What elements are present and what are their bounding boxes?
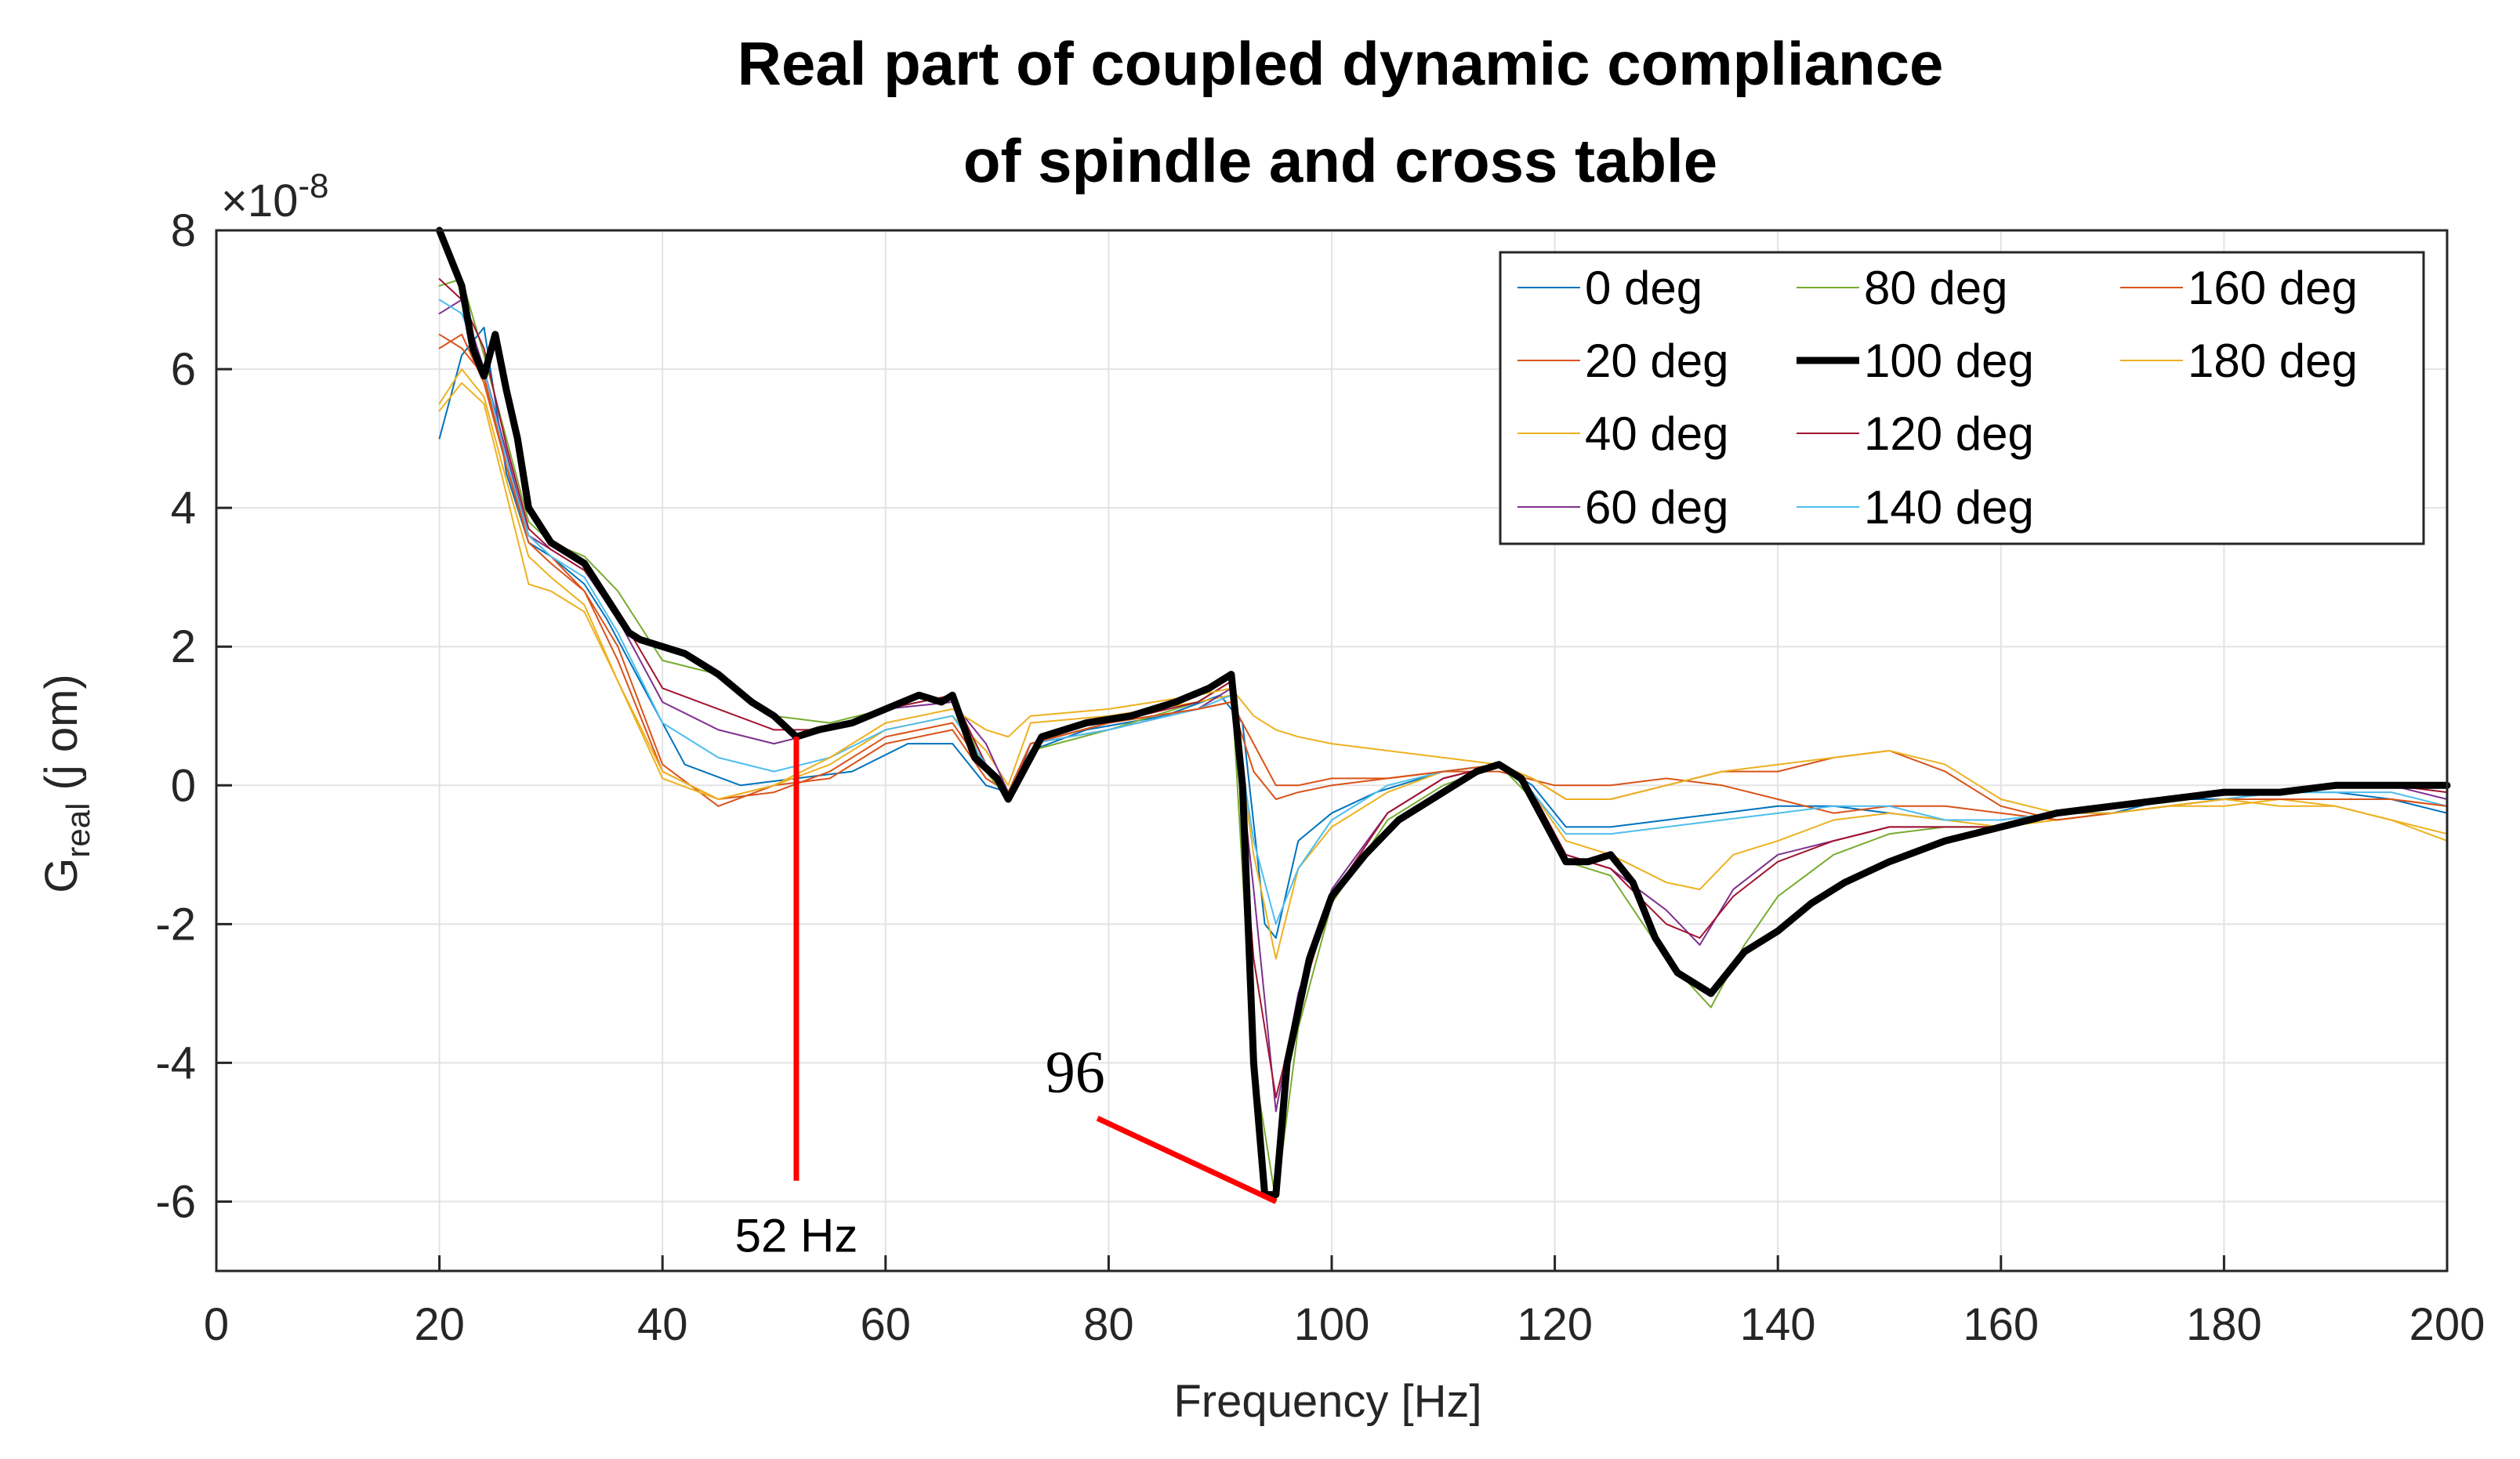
x-tick-label: 180 — [2186, 1299, 2262, 1350]
x-tick-label: 20 — [414, 1299, 465, 1350]
x-tick-label: 200 — [2409, 1299, 2486, 1350]
y-tick-label: 8 — [171, 205, 196, 256]
legend-box — [1499, 251, 2425, 545]
x-tick-label: 100 — [1294, 1299, 1370, 1350]
legend-label: 20 deg — [1585, 335, 1729, 387]
legend-label: 0 deg — [1585, 262, 1702, 314]
annotation-line — [1096, 1116, 1278, 1204]
series-line-100-deg — [436, 226, 2451, 1199]
annotation-label: 52 Hz — [735, 1210, 858, 1262]
x-axis: 0 20 40 60 80 100 120 140 160 180 200 — [204, 1255, 2486, 1350]
legend-label: 160 deg — [2188, 262, 2358, 314]
x-tick-label: 120 — [1517, 1299, 1593, 1350]
legend-label: 40 deg — [1585, 407, 1729, 460]
x-tick-label: 0 — [204, 1299, 229, 1350]
y-exponent: ×10-8 — [221, 167, 329, 226]
y-exponent-power: -8 — [298, 167, 328, 205]
legend-label: 180 deg — [2188, 335, 2358, 387]
y-axis-label: Greal (j om) — [36, 674, 96, 893]
legend: 0 deg 20 deg 40 deg 60 deg 80 deg 100 deg 120 … — [1499, 251, 2425, 545]
y-tick-label: 4 — [171, 483, 196, 534]
y-axis-label-main: G — [36, 858, 87, 893]
y-axis-label-sub: real — [60, 803, 96, 858]
chart-title-line-2: of spindle and cross table — [963, 126, 1717, 195]
y-tick-label: -6 — [155, 1176, 196, 1227]
x-axis-label: Frequency [Hz] — [1173, 1376, 1481, 1427]
y-tick-label: 6 — [171, 344, 196, 395]
annotation-label: 96 — [1046, 1040, 1105, 1106]
legend-label: 60 deg — [1585, 481, 1729, 534]
annotations: 52 Hz 96 — [735, 737, 1278, 1262]
y-tick-label: 0 — [171, 760, 196, 811]
series-line-180-deg — [438, 368, 2448, 835]
x-tick-label: 60 — [861, 1299, 912, 1350]
legend-label: 120 deg — [1864, 407, 2034, 460]
chart-title-line-1: Real part of coupled dynamic compliance — [738, 29, 1944, 98]
y-tick-label: 2 — [171, 621, 196, 672]
y-tick-label: -2 — [155, 899, 196, 950]
y-axis-label-tail: (j om) — [36, 674, 87, 802]
x-tick-label: 160 — [1963, 1299, 2039, 1350]
x-tick-label: 80 — [1083, 1299, 1134, 1350]
y-axis: -6 -4 -2 0 2 4 6 8 — [155, 205, 232, 1227]
legend-label: 80 deg — [1864, 262, 2008, 314]
x-tick-label: 140 — [1740, 1299, 1816, 1350]
y-exponent-prefix: ×10 — [221, 176, 298, 226]
x-tick-label: 40 — [637, 1299, 688, 1350]
legend-label: 140 deg — [1864, 481, 2034, 534]
y-tick-label: -4 — [155, 1037, 196, 1088]
series-layer — [436, 226, 2451, 1203]
legend-label: 100 deg — [1864, 335, 2034, 387]
